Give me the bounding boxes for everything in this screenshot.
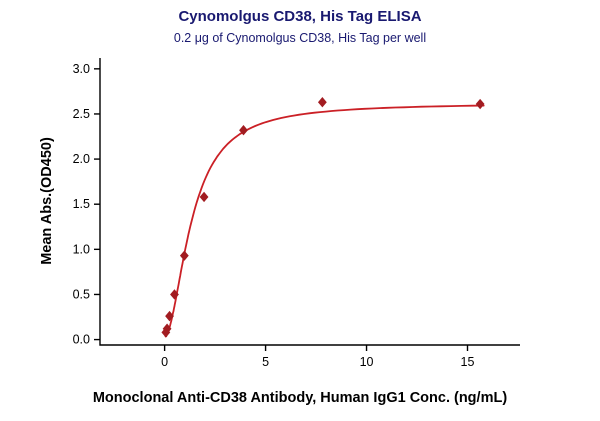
data-point xyxy=(239,125,248,136)
data-point xyxy=(317,97,327,108)
y-tick-label: 2.0 xyxy=(73,152,90,166)
x-tick-label: 15 xyxy=(461,355,475,369)
x-axis-label: Monoclonal Anti-CD38 Antibody, Human IgG… xyxy=(92,390,508,406)
chart-title: Cynomolgus CD38, His Tag ELISA xyxy=(178,8,422,25)
y-tick-label: 1.0 xyxy=(73,242,90,256)
y-tick-label: 0.5 xyxy=(73,287,90,301)
data-point xyxy=(179,250,189,261)
y-tick-label: 1.5 xyxy=(73,197,90,211)
data-point xyxy=(170,289,179,300)
axes-spines xyxy=(99,58,520,346)
data-point xyxy=(199,191,209,203)
y-tick-label: 0.0 xyxy=(73,333,90,347)
x-tick-label: 5 xyxy=(262,355,269,369)
fit-curve xyxy=(164,104,485,338)
x-tick-label: 10 xyxy=(360,355,374,369)
data-point xyxy=(475,98,485,110)
y-tick-label: 3.0 xyxy=(73,62,90,76)
y-tick-label: 2.5 xyxy=(73,107,90,121)
data-point xyxy=(165,310,174,322)
data-point xyxy=(162,323,172,334)
chart-subtitle: 0.2 μg of Cynomolgus CD38, His Tag per w… xyxy=(173,31,427,45)
x-tick-label: 0 xyxy=(161,355,168,369)
